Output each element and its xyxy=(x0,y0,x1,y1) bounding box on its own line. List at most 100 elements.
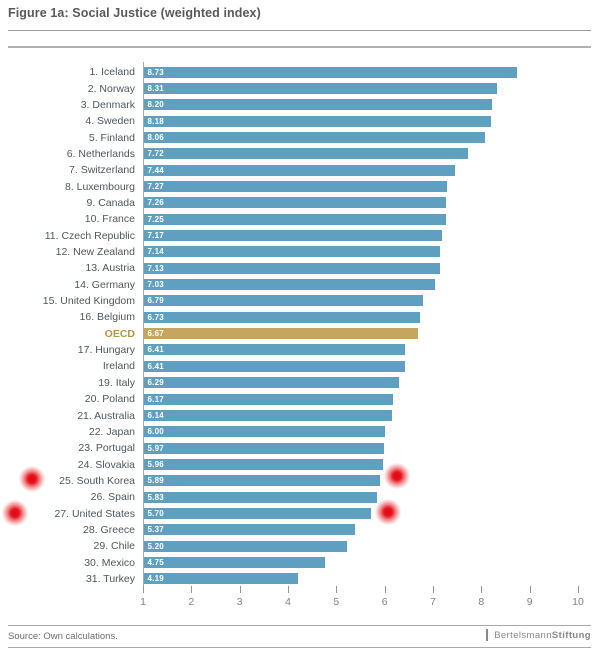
country-label: 22. Japan xyxy=(88,425,135,438)
country-label: 27. United States xyxy=(54,507,135,520)
bar-value-label: 7.17 xyxy=(147,231,164,240)
chart-row: 28. Greece 5.37 xyxy=(0,522,600,538)
country-label: 13. Austria xyxy=(85,262,135,275)
value-bar: 5.70 xyxy=(143,507,371,519)
bar-value-label: 5.89 xyxy=(147,476,164,486)
country-label: 4. Sweden xyxy=(85,115,135,128)
chart-row: 8. Luxembourg 7.27 xyxy=(0,178,600,194)
x-axis-tick-label: 2 xyxy=(188,596,195,609)
chart-row: 10. France 7.25 xyxy=(0,211,600,227)
x-axis-tick-label: 4 xyxy=(285,596,291,609)
x-axis-tick-label: 10 xyxy=(572,596,584,609)
bar-value-label: 8.06 xyxy=(147,132,164,142)
x-axis-tick xyxy=(336,586,338,594)
bar-chart: 1. Iceland 8.73 2. Norway 8.31 3. Denmark 8.2… xyxy=(0,62,600,624)
chart-row: 31. Turkey 4.19 xyxy=(0,571,600,587)
country-label: Ireland xyxy=(102,360,135,373)
value-bar: 4.75 xyxy=(143,557,325,568)
value-bar: 6.00 xyxy=(143,426,386,438)
value-bar: 7.72 xyxy=(143,148,469,160)
value-bar: 7.26 xyxy=(143,197,447,209)
bar-value-label: 6.41 xyxy=(147,345,164,355)
country-label: 1. Iceland xyxy=(89,66,135,79)
chart-row: 9. Canada 7.26 xyxy=(0,195,600,211)
chart-row: 1. Iceland 8.73 xyxy=(0,64,600,80)
value-bar: 5.20 xyxy=(143,540,347,552)
bar-value-label: 6.14 xyxy=(147,410,164,420)
source-note: Source: Own calculations. xyxy=(8,631,118,642)
value-bar: 8.06 xyxy=(143,131,485,143)
country-label: 14. Germany xyxy=(74,278,135,291)
chart-row: 4. Sweden 8.18 xyxy=(0,113,600,129)
chart-row: 24. Slovakia 5.96 xyxy=(0,456,600,472)
x-axis-tick xyxy=(529,586,531,594)
value-bar: 6.29 xyxy=(143,377,400,389)
country-label: 7. Switzerland xyxy=(69,164,135,177)
value-bar: 6.41 xyxy=(143,360,405,372)
chart-row: 29. Chile 5.20 xyxy=(0,538,600,554)
bar-value-label: 4.19 xyxy=(147,574,164,584)
chart-row: 26. Spain 5.83 xyxy=(0,489,600,505)
country-label: 28. Greece xyxy=(83,523,135,536)
country-label: 12. New Zealand xyxy=(55,246,135,259)
x-axis-tick-label: 8 xyxy=(478,596,485,609)
country-label: 21. Australia xyxy=(77,409,135,422)
bar-value-label: 7.25 xyxy=(147,214,164,224)
country-label: 6. Netherlands xyxy=(66,147,135,160)
chart-row: 11. Czech Republic 7.17 xyxy=(0,228,600,244)
oecd-value-bar: 6.67 xyxy=(143,328,418,340)
x-axis-tick xyxy=(288,586,289,594)
chart-row: 14. Germany 7.03 xyxy=(0,277,600,293)
country-label: 9. Canada xyxy=(86,196,135,209)
value-bar: 5.37 xyxy=(143,524,355,536)
value-bar: 7.03 xyxy=(143,279,435,291)
value-bar: 7.27 xyxy=(143,180,447,192)
value-bar: 8.20 xyxy=(143,99,492,111)
country-label: 10. France xyxy=(84,213,135,226)
bar-value-label: 6.79 xyxy=(147,296,164,306)
x-axis-tick-label: 3 xyxy=(236,596,243,609)
chart-row: 27. United States 5.70 xyxy=(0,505,600,521)
chart-row: 23. Portugal 5.97 xyxy=(0,440,600,456)
chart-row: 13. Austria 7.13 xyxy=(0,260,600,276)
bar-value-label: 8.31 xyxy=(147,83,164,93)
chart-row: 15. United Kingdom 6.79 xyxy=(0,293,600,309)
chart-row: 19. Italy 6.29 xyxy=(0,375,600,391)
x-axis-tick xyxy=(433,586,434,594)
footer-rule-bottom xyxy=(8,647,591,648)
value-bar: 7.44 xyxy=(143,164,455,176)
bar-value-label: 7.72 xyxy=(147,149,164,159)
value-bar: 5.83 xyxy=(143,491,377,503)
chart-row: 7. Switzerland 7.44 xyxy=(0,162,600,178)
x-axis-tick-label: 9 xyxy=(526,596,533,609)
chart-row: OECD 6.67 xyxy=(0,326,600,342)
bar-value-label: 7.13 xyxy=(147,263,164,273)
country-label: 16. Belgium xyxy=(79,311,135,324)
bar-value-label: 6.73 xyxy=(147,312,164,322)
bar-value-label: 5.70 xyxy=(147,508,164,518)
value-bar: 6.17 xyxy=(143,393,394,405)
country-label: 20. Poland xyxy=(84,393,135,406)
bar-value-label: 5.97 xyxy=(147,443,164,453)
value-bar: 8.31 xyxy=(143,82,497,94)
chart-row: 30. Mexico 4.75 xyxy=(0,555,600,571)
country-label: OECD xyxy=(104,327,135,340)
value-bar: 4.19 xyxy=(143,573,298,585)
x-axis-tick-label: 1 xyxy=(140,596,146,609)
bar-value-label: 7.44 xyxy=(147,165,164,175)
bar-value-label: 5.20 xyxy=(147,541,164,551)
y-axis-line xyxy=(143,62,144,590)
figure-title: Figure 1a: Social Justice (weighted inde… xyxy=(8,6,261,20)
x-axis-tick-label: 5 xyxy=(333,596,340,609)
x-axis-tick xyxy=(239,586,241,594)
bar-value-label: 6.29 xyxy=(147,378,164,388)
chart-row: 16. Belgium 6.73 xyxy=(0,309,600,325)
country-label: 25. South Korea xyxy=(59,474,135,487)
country-label: 26. Spain xyxy=(90,491,135,504)
bar-value-label: 5.83 xyxy=(147,492,164,502)
x-axis-tick xyxy=(191,586,193,594)
value-bar: 6.79 xyxy=(143,295,424,307)
bar-value-label: 6.67 xyxy=(147,329,164,339)
country-label: 15. United Kingdom xyxy=(42,295,135,308)
